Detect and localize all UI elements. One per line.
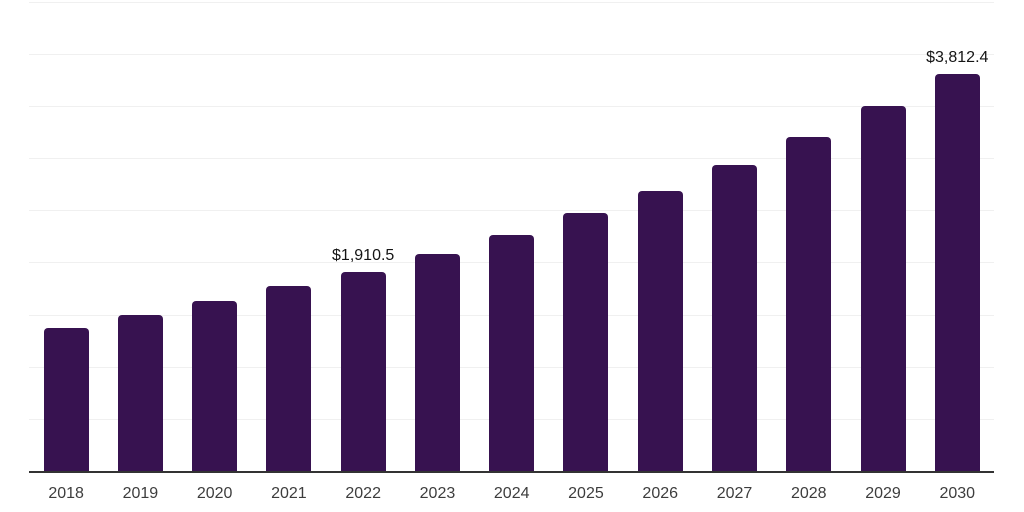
x-tick-label-2018: 2018 (48, 485, 84, 502)
gridline-3000 (29, 158, 995, 159)
bar-2029[interactable] (860, 105, 906, 472)
bar-value-label-2030: $3,812.4 (926, 48, 989, 66)
x-axis-line (29, 470, 995, 473)
bar-2018[interactable] (43, 328, 89, 472)
bar-2026[interactable] (637, 190, 683, 472)
bar-2019[interactable] (117, 315, 163, 472)
bar-value-label-2022: $1,910.5 (332, 247, 395, 265)
gridline-4500 (29, 1, 995, 3)
gridline-3500 (29, 105, 995, 107)
x-tick-label-2030: 2030 (939, 485, 976, 502)
x-tick-label-2027: 2027 (716, 485, 753, 502)
gridline-4000 (29, 53, 995, 55)
bar-2028[interactable] (786, 137, 832, 472)
bar-2022[interactable] (340, 272, 386, 472)
x-tick-label-2023: 2023 (419, 485, 456, 502)
bar-2021[interactable] (266, 286, 312, 472)
bar-2030[interactable] (934, 73, 980, 472)
x-tick-label-2024: 2024 (493, 485, 530, 502)
bar-2027[interactable] (711, 164, 757, 472)
gridline-2500 (29, 210, 995, 212)
x-tick-label-2026: 2026 (642, 485, 679, 502)
x-tick-label-2019: 2019 (122, 485, 159, 502)
x-tick-label-2025: 2025 (568, 485, 604, 502)
x-tick-label-2029: 2029 (865, 485, 901, 502)
bar-2024[interactable] (489, 234, 535, 472)
x-tick-label-2028: 2028 (790, 485, 827, 502)
bar-2025[interactable] (563, 213, 609, 472)
bar-2023[interactable] (414, 253, 460, 472)
x-tick-label-2020: 2020 (196, 485, 233, 502)
x-tick-label-2021: 2021 (271, 485, 307, 502)
bar-2020[interactable] (192, 301, 238, 472)
x-tick-label-2022: 2022 (345, 485, 381, 502)
